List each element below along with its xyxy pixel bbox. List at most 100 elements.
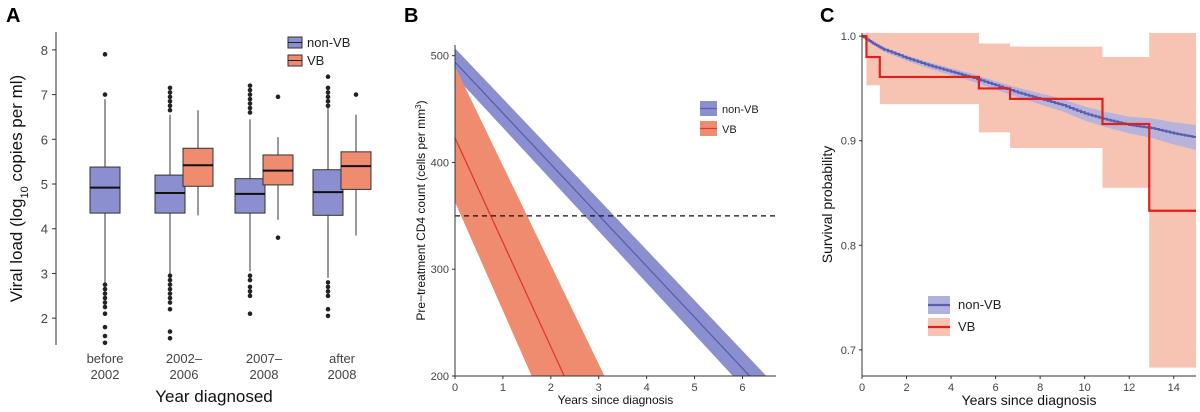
outlier-point xyxy=(102,295,108,301)
outlier-point xyxy=(325,94,331,100)
panel-c-plot-area xyxy=(862,33,1196,368)
y-tick-label: 5 xyxy=(41,177,48,192)
panel-c: 0.7 0.8 0.9 1.0 0 2 4 6 8 10 12 14 Years since diagn… xyxy=(819,31,1196,408)
outlier-point xyxy=(167,103,173,109)
x-tick-label: 8 xyxy=(1037,382,1043,394)
outlier-point xyxy=(325,103,331,109)
x-tick-label: 6 xyxy=(993,382,999,394)
x-tick-label: 5 xyxy=(691,382,697,394)
legend-label: non-VB xyxy=(307,35,350,50)
x-tick-label: 1 xyxy=(500,382,506,394)
legend-label: non-VB xyxy=(722,104,759,116)
outlier-point xyxy=(247,101,253,106)
x-tick-label: 12 xyxy=(1123,382,1135,394)
panel-b-plot-area xyxy=(455,48,776,376)
outlier-point xyxy=(247,96,253,102)
outlier-point xyxy=(167,306,173,312)
outlier-point xyxy=(247,277,253,283)
x-tick-label: 2 xyxy=(548,382,554,394)
y-tick-label: 300 xyxy=(431,264,449,276)
outlier-point xyxy=(247,273,253,278)
x-axis-title: Years since diagnosis xyxy=(558,393,674,407)
y-axis-title: Pre−treatment CD4 count (cells per mm3) xyxy=(414,100,429,320)
outlier-point xyxy=(102,304,108,310)
outlier-point xyxy=(167,282,173,287)
y-tick-label: 1.0 xyxy=(841,31,856,43)
x-tick-label: 2008 xyxy=(328,367,357,382)
x-tick-label: after xyxy=(329,351,356,366)
outlier-point xyxy=(325,293,331,299)
outlier-point xyxy=(247,289,253,294)
outlier-point xyxy=(247,87,253,93)
y-axis-title: Survival probability xyxy=(819,146,835,264)
y-tick-label: 6 xyxy=(41,132,48,147)
outlier-point xyxy=(167,85,173,91)
y-tick-label: 7 xyxy=(41,88,48,103)
panel-b: 200 300 400 500 0 1 2 3 4 5 6 Years since diagnosis… xyxy=(414,45,776,407)
x-tick-label: 4 xyxy=(644,382,650,394)
x-axis-title: Years since diagnosis xyxy=(962,392,1097,408)
trend-line-VB xyxy=(455,137,565,376)
y-tick-label: 2 xyxy=(41,311,48,326)
outlier-point xyxy=(102,340,108,346)
outlier-point xyxy=(325,284,331,290)
y-title-part: copies per ml) xyxy=(7,75,26,186)
outlier-point xyxy=(102,92,108,97)
outlier-point xyxy=(325,99,331,104)
outlier-point xyxy=(167,295,173,301)
outlier-point xyxy=(325,90,331,95)
outlier-point xyxy=(247,293,253,299)
y-tick-label: 0.7 xyxy=(841,345,856,357)
box-non-VB xyxy=(234,178,266,214)
outlier-point xyxy=(167,273,173,278)
outlier-point xyxy=(275,235,281,240)
x-tick-label: 2002– xyxy=(166,351,203,366)
x-tick-label: 2008 xyxy=(250,367,279,382)
panel-a: 2 3 4 5 6 7 8 Viral load (log10 copies per ml) b… xyxy=(7,32,372,406)
trend-line-non-VB xyxy=(455,61,751,376)
y-tick-label: 8 xyxy=(41,43,48,58)
panel-letter-c: C xyxy=(820,5,834,27)
box-non-VB xyxy=(154,174,186,214)
legend-label: VB xyxy=(722,124,737,136)
outlier-point xyxy=(167,300,173,305)
y-title-part: ) xyxy=(414,100,428,104)
outlier-point xyxy=(102,324,108,330)
outlier-point xyxy=(247,83,253,88)
outlier-point xyxy=(247,105,253,111)
y-tick-label: 0.8 xyxy=(841,240,856,252)
box-VB xyxy=(340,151,372,190)
y-axis-title: Viral load (log10 copies per ml) xyxy=(7,75,31,302)
x-tick-label: 0 xyxy=(859,382,865,394)
outlier-point xyxy=(167,107,173,113)
x-tick-label: 4 xyxy=(948,382,954,394)
survival-curve-non-VB xyxy=(862,35,1196,138)
outlier-point xyxy=(102,52,108,57)
outlier-point xyxy=(247,110,253,115)
x-tick-label: 2 xyxy=(903,382,909,394)
x-tick-label: 6 xyxy=(739,382,745,394)
outlier-point xyxy=(102,311,108,317)
y-title-part: Pre−treatment CD4 count (cells per mm xyxy=(414,109,428,321)
y-tick-label: 4 xyxy=(41,222,48,237)
box-non-VB xyxy=(89,166,121,214)
survival-curve-VB xyxy=(862,35,1196,212)
y-tick-label: 400 xyxy=(431,157,449,169)
outlier-point xyxy=(102,286,108,292)
confidence-band-VB xyxy=(862,33,1196,368)
outlier-point xyxy=(353,92,359,97)
y-tick-label: 0.9 xyxy=(841,136,856,148)
outlier-point xyxy=(102,282,108,287)
y-title-part: Viral load (log xyxy=(7,199,26,303)
box-VB xyxy=(182,147,214,187)
outlier-point xyxy=(167,94,173,100)
panel-letter-a: A xyxy=(6,5,20,27)
legend-label: VB xyxy=(958,319,975,334)
panel-letter-b: B xyxy=(404,5,418,27)
y-title-subscript: 10 xyxy=(19,186,31,198)
y-tick-label: 500 xyxy=(431,51,449,63)
x-axis-title: Year diagnosed xyxy=(155,387,273,406)
confidence-band-VB xyxy=(455,66,605,376)
